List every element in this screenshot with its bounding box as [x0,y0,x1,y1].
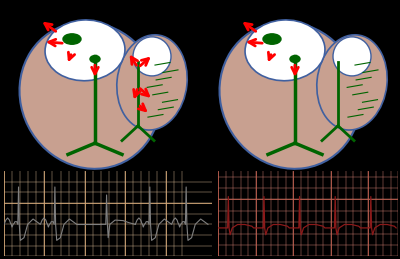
Ellipse shape [20,22,160,169]
Ellipse shape [45,20,125,81]
Ellipse shape [133,37,171,76]
Ellipse shape [333,37,371,76]
Ellipse shape [220,22,360,169]
Ellipse shape [263,34,281,44]
Ellipse shape [317,35,387,130]
Ellipse shape [117,35,187,130]
Ellipse shape [290,55,300,62]
Ellipse shape [90,55,100,62]
Ellipse shape [63,34,81,44]
Ellipse shape [245,20,325,81]
